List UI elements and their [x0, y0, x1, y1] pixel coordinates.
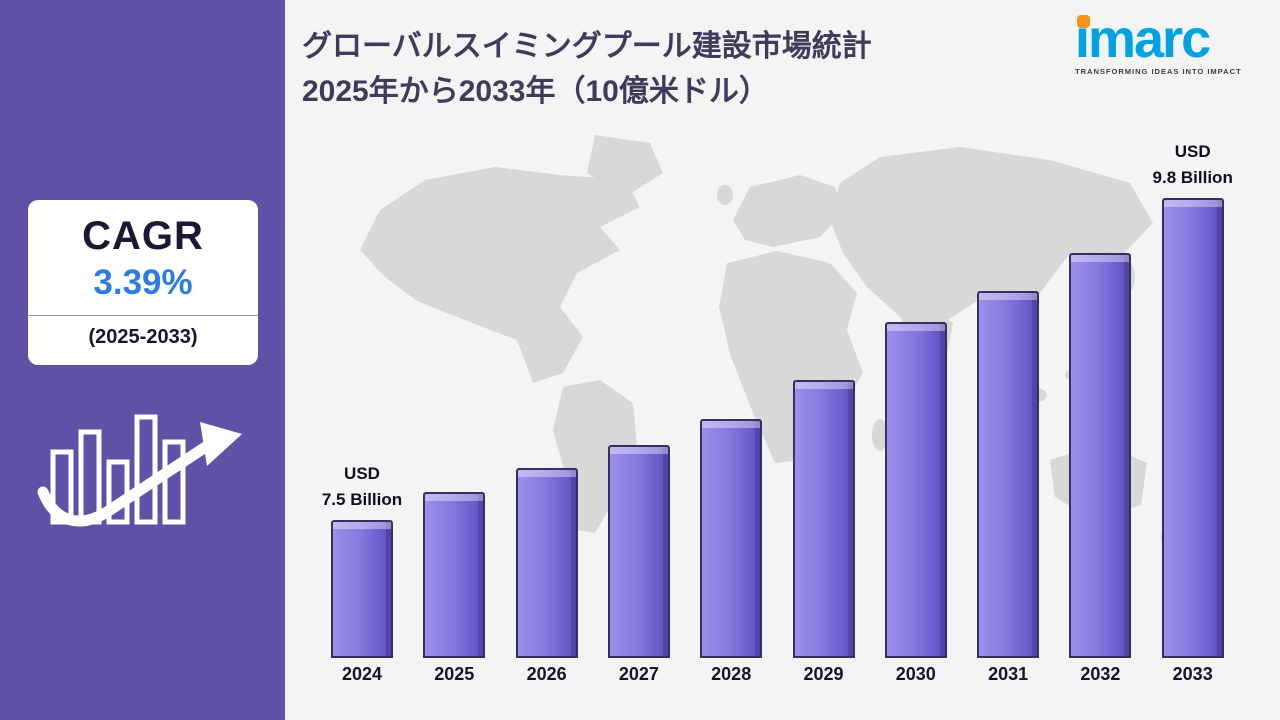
value-label-2033: USD 9.8 Billion — [1152, 142, 1233, 187]
cagr-period: (2025-2033) — [88, 326, 198, 348]
map-europe — [733, 175, 843, 247]
title-line-2: 2025年から2033年（10億米ドル） — [302, 75, 769, 108]
cagr-value: 3.39% — [93, 263, 193, 302]
divider — [28, 315, 258, 316]
imarc-wordmark: imarc — [1075, 9, 1211, 69]
bar-2029 — [792, 380, 855, 658]
x-tick-2027: 2027 — [618, 664, 659, 684]
growth-chart-icon — [35, 372, 265, 537]
x-tick-2025: 2025 — [434, 664, 475, 684]
brand-text: imarc — [1075, 9, 1211, 69]
page-title: グローバルスイミングプール建設市場統計 2025年から2033年（10億米ドル） — [302, 24, 872, 114]
x-tick-2032: 2032 — [1080, 664, 1121, 684]
map-madagascar — [872, 419, 888, 451]
title-line-1: グローバルスイミングプール建設市場統計 — [302, 30, 872, 63]
logo-tagline: TRANSFORMING IDEAS INTO IMPACT — [1075, 67, 1242, 77]
map-uk — [717, 185, 733, 205]
orange-dot-icon — [1077, 15, 1090, 28]
bar-2024 — [331, 520, 393, 658]
map-north-america — [360, 167, 640, 383]
bar-2027 — [607, 445, 670, 658]
bar-2032 — [1069, 253, 1132, 658]
bar-2028 — [700, 419, 763, 658]
x-tick-2028: 2028 — [711, 664, 752, 684]
value-label-2024: USD 7.5 Billion — [321, 464, 403, 509]
bar-2030 — [884, 322, 947, 658]
cagr-box: CAGR 3.39% (2025-2033) — [28, 200, 258, 365]
map-asia — [830, 147, 1153, 360]
x-tick-2026: 2026 — [526, 664, 567, 684]
bar-2026 — [515, 468, 578, 658]
sidebar: CAGR 3.39% (2025-2033) — [0, 0, 285, 720]
cagr-label: CAGR — [82, 214, 204, 258]
x-tick-2031: 2031 — [988, 664, 1029, 684]
x-tick-2030: 2030 — [895, 664, 936, 684]
x-tick-2033: 2033 — [1172, 664, 1213, 684]
x-tick-2024: 2024 — [341, 664, 383, 684]
bar-2025 — [423, 492, 486, 658]
x-tick-2029: 2029 — [803, 664, 844, 684]
imarc-logo: imarc TRANSFORMING IDEAS INTO IMPACT — [1075, 9, 1270, 77]
bar-2031 — [977, 291, 1040, 658]
bar-2033 — [1161, 198, 1224, 658]
